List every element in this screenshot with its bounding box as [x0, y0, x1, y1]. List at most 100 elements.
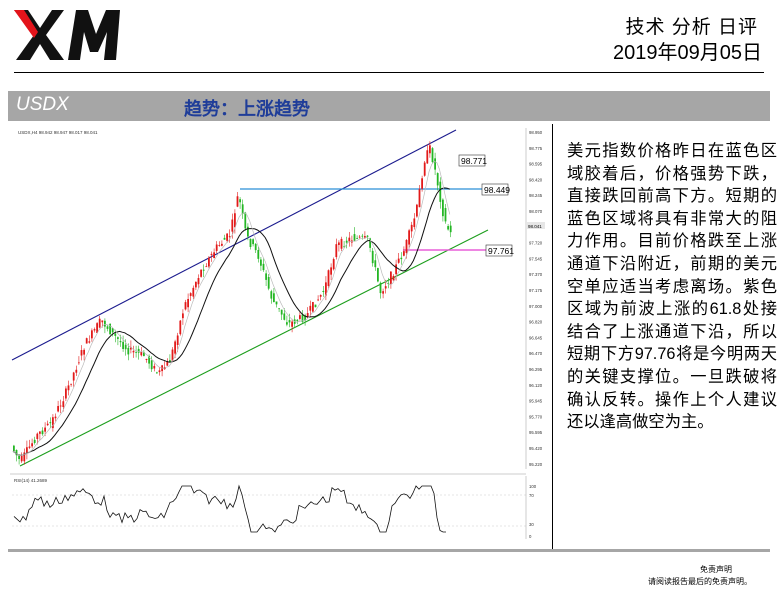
rsi-tick-label: 30	[529, 522, 534, 527]
price-tick-label: 98.420	[529, 177, 543, 182]
price-chart: USDX,H4 98.942 98.947 98.017 98.041 98.9…	[8, 124, 548, 547]
candle-body	[423, 162, 426, 176]
price-tick-label: 95.770	[529, 414, 543, 419]
candle-body	[208, 257, 210, 267]
candle-body	[122, 341, 124, 350]
disclaimer-note: 请阅读报告最后的免责声明。	[648, 577, 752, 586]
trend-label: 趋势：上涨趋势	[184, 99, 310, 120]
candle-body	[88, 341, 91, 343]
candle-body	[36, 433, 39, 440]
rsi-tick-label: 100	[529, 484, 537, 489]
candle-body	[314, 304, 317, 308]
candle-body	[33, 439, 36, 443]
report-date: 2019年09月05日	[613, 42, 762, 64]
candle-body	[288, 320, 291, 323]
candle-body	[57, 406, 59, 412]
price-tick-label: 96.645	[529, 335, 543, 340]
candle-body	[93, 329, 96, 331]
candle-body	[254, 243, 257, 251]
rsi-axis-ticks: 100 70 30 0	[529, 484, 537, 539]
candle-body	[132, 350, 135, 353]
moving-average-line-2	[12, 160, 451, 456]
candle-body	[377, 268, 379, 282]
candle-body	[345, 240, 348, 243]
candle-body	[304, 315, 306, 321]
candle-body	[119, 341, 122, 343]
candle-body	[410, 224, 413, 232]
price-tick-label: 96.470	[529, 351, 543, 356]
xm-logo	[14, 10, 120, 60]
candle-body	[226, 233, 228, 241]
candle-body	[447, 226, 449, 230]
price-tick-label: 95.595	[529, 430, 543, 435]
candle-body	[356, 237, 358, 239]
rsi-label: RSI(14) 41.2689	[14, 478, 48, 483]
price-tick-label: 98.245	[529, 193, 543, 198]
candle-body	[262, 263, 265, 271]
candle-body	[236, 196, 239, 207]
candle-body	[444, 208, 447, 222]
candle-body	[174, 341, 176, 354]
price-tick-label: 95.220	[529, 462, 543, 467]
candle-body	[384, 286, 387, 289]
candle-body	[169, 360, 171, 363]
candle-body	[59, 405, 62, 407]
candle-body	[369, 238, 371, 248]
candle-body	[96, 323, 98, 334]
candle-body	[252, 239, 254, 245]
candle-body	[330, 267, 332, 275]
ticker-band: USDX 趋势：上涨趋势	[8, 91, 770, 121]
candle-body	[449, 225, 452, 233]
candle-body	[104, 320, 106, 327]
candle-body	[379, 282, 382, 294]
candle-body	[213, 252, 215, 259]
candle-body	[85, 338, 88, 344]
candle-body	[91, 330, 93, 339]
candle-body	[210, 253, 213, 256]
candle-body	[221, 243, 223, 246]
candle-body	[65, 388, 67, 399]
candle-body	[78, 362, 80, 364]
candle-body	[332, 259, 335, 270]
candle-body	[416, 204, 418, 217]
candle-body	[408, 230, 410, 245]
candle-body	[413, 218, 416, 228]
price-tick-label: 98.070	[529, 209, 543, 214]
chart-symbol-line: USDX,H4 98.942 98.947 98.017 98.041	[18, 130, 98, 135]
candle-body	[343, 246, 345, 248]
candle-body	[20, 455, 23, 462]
candle-body	[371, 250, 374, 264]
price-tick-label: 97.545	[529, 256, 543, 261]
candle-body	[397, 258, 400, 263]
report-title: 技术 分析 日评	[625, 17, 758, 38]
candle-body	[338, 242, 340, 245]
candle-body	[148, 355, 150, 364]
candle-body	[283, 313, 286, 320]
candle-body	[278, 308, 280, 310]
candle-body	[267, 276, 270, 289]
candle-body	[52, 417, 54, 429]
candle-body	[299, 315, 301, 319]
candle-body	[335, 244, 338, 258]
candle-body	[361, 235, 364, 237]
candle-body	[67, 385, 70, 391]
candle-body	[111, 328, 114, 333]
candle-body	[260, 259, 262, 266]
svg-text:98.041: 98.041	[528, 224, 542, 229]
candle-body	[257, 249, 260, 259]
candle-body	[117, 337, 119, 339]
candle-body	[317, 299, 319, 301]
candle-body	[189, 293, 192, 296]
channel-top-line	[11, 129, 457, 361]
candle-body	[171, 349, 174, 361]
candle-body	[166, 361, 169, 366]
disclaimer-title: 免责声明	[700, 565, 732, 574]
candle-body	[439, 181, 442, 202]
candle-body	[26, 447, 28, 453]
candle-body	[429, 145, 431, 154]
candle-body	[273, 293, 275, 302]
candle-body	[114, 333, 117, 336]
candle-body	[234, 213, 236, 228]
moving-average-line	[12, 187, 450, 456]
candle-body	[382, 291, 384, 294]
